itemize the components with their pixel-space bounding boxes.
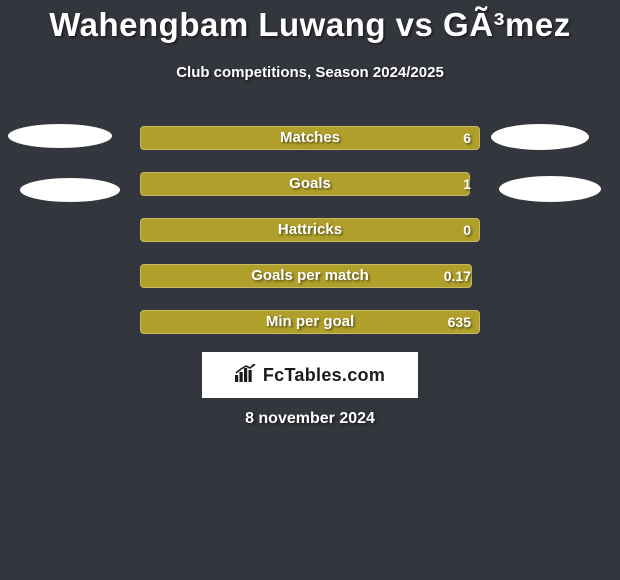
fctables-chart-icon [235,364,257,387]
stat-bar-row: Matches6 [140,126,480,150]
side-oval [8,124,112,148]
side-oval [491,124,589,150]
stat-bar-value: 0.17 [444,264,471,288]
stat-bar-row: Min per goal635 [140,310,480,334]
stat-bar-label: Goals [140,172,480,196]
stat-bar-value: 6 [463,126,471,150]
stat-bar-label: Goals per match [140,264,480,288]
stat-bar-value: 635 [448,310,471,334]
stat-bar-value: 1 [463,172,471,196]
stat-bar-label: Matches [140,126,480,150]
stat-bar-label: Hattricks [140,218,480,242]
side-oval [499,176,601,202]
side-oval [20,178,120,202]
fctables-watermark: FcTables.com [202,352,418,398]
stat-bar-label: Min per goal [140,310,480,334]
stat-bar-value: 0 [463,218,471,242]
footer-date: 8 november 2024 [0,410,620,428]
page-title: Wahengbam Luwang vs GÃ³mez [0,6,620,44]
subtitle: Club competitions, Season 2024/2025 [0,64,620,81]
stat-bar-row: Goals1 [140,172,480,196]
stat-bar-row: Hattricks0 [140,218,480,242]
fctables-text: FcTables.com [263,365,385,386]
stat-bar-row: Goals per match0.17 [140,264,480,288]
